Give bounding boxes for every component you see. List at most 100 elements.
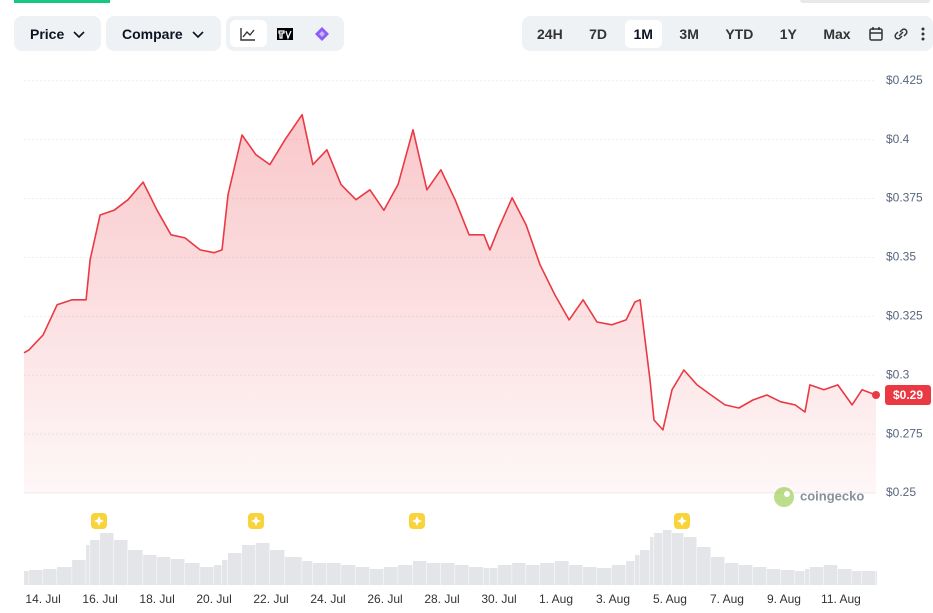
- y-tick-label: $0.275: [886, 426, 923, 440]
- y-tick-label: $0.325: [886, 309, 923, 323]
- volume-bar: [24, 571, 29, 585]
- compare-label: Compare: [122, 25, 183, 42]
- x-tick-label: 9. Aug: [767, 592, 801, 606]
- x-tick-label: 30. Jul: [481, 592, 516, 606]
- volume-bar: [369, 569, 384, 585]
- tradingview-icon[interactable]: [267, 27, 304, 40]
- link-icon[interactable]: [892, 26, 910, 42]
- range-button[interactable]: 3M: [679, 25, 699, 42]
- volume-bar: [795, 571, 805, 585]
- volume-bar: [171, 559, 185, 585]
- top-tab: [800, 0, 930, 3]
- area: [24, 114, 876, 493]
- volume-bar: [72, 560, 86, 585]
- volume-bar: [255, 543, 270, 585]
- volume-bar: [483, 568, 490, 585]
- event-markers: [91, 513, 690, 529]
- volume-bar: [285, 557, 302, 585]
- x-tick-label: 18. Jul: [139, 592, 174, 606]
- line-chart-icon[interactable]: [230, 20, 267, 47]
- x-tick-label: 3. Aug: [596, 592, 630, 606]
- icon: [277, 27, 293, 40]
- range-button[interactable]: 1Y: [779, 25, 797, 42]
- volume-bar: [662, 530, 672, 585]
- volume-bar: [683, 537, 697, 585]
- volume-bar: [780, 570, 795, 585]
- volume-bar: [214, 565, 222, 585]
- volume-bar: [671, 533, 684, 585]
- volume-bar: [805, 569, 810, 585]
- range-button[interactable]: Max: [823, 25, 851, 42]
- range-button[interactable]: 24H: [537, 25, 563, 42]
- volume-bar: [29, 570, 43, 585]
- icon: [314, 26, 329, 41]
- volume-bar: [540, 563, 555, 585]
- chart-type-group: [226, 16, 344, 51]
- volume-bar: [640, 550, 650, 585]
- volume-bar: [650, 537, 654, 585]
- volume-bar: [634, 555, 640, 585]
- chevron: [192, 30, 204, 38]
- tab-indicator: [14, 0, 110, 3]
- volume-bar: [383, 567, 398, 585]
- volume-bar: [128, 550, 143, 585]
- volume-bar: [269, 550, 285, 585]
- volume-bar: [157, 557, 171, 585]
- volume-bar: [302, 561, 313, 585]
- x-tick-label: 20. Jul: [196, 592, 231, 606]
- volume-bar: [455, 565, 469, 585]
- calendar-icon[interactable]: [868, 26, 884, 42]
- volume-bar: [724, 563, 739, 585]
- range-button[interactable]: 1M: [624, 19, 662, 48]
- volume-bar: [512, 563, 526, 585]
- volume-bar: [876, 571, 877, 585]
- volume-bar: [241, 545, 256, 585]
- volume-bar: [57, 567, 72, 585]
- volume-bar: [222, 560, 228, 585]
- volume-bar: [86, 545, 90, 585]
- icon: [240, 27, 256, 41]
- volume-bar: [711, 557, 725, 585]
- chevron: [73, 30, 85, 38]
- volume-bar: [114, 540, 128, 585]
- candle-icon[interactable]: [303, 26, 340, 42]
- volume-bar: [426, 563, 441, 585]
- volume-bar: [412, 561, 427, 585]
- volume-bar: [654, 533, 663, 585]
- volume-bar: [526, 565, 540, 585]
- range-button[interactable]: 7D: [589, 25, 608, 42]
- volume-bar: [326, 563, 341, 585]
- volume-bar: [100, 533, 114, 585]
- watermark: coingecko: [774, 487, 864, 507]
- volume-bar: [569, 565, 583, 585]
- price-label: Price: [30, 25, 65, 42]
- volume-bar: [469, 567, 484, 585]
- x-tick-label: 24. Jul: [310, 592, 345, 606]
- range-button[interactable]: YTD: [725, 25, 754, 42]
- volume-bar: [440, 563, 455, 585]
- volume-bar: [143, 555, 157, 585]
- x-tick-label: 11. Aug: [821, 592, 861, 606]
- price-button[interactable]: Price: [14, 16, 101, 51]
- more-icon[interactable]: [919, 26, 927, 42]
- y-tick-label: $0.425: [886, 73, 923, 87]
- volume-bar: [823, 565, 838, 585]
- range-group: 24H 7D 1M 3M YTD 1Y Max: [522, 16, 933, 51]
- compare-button[interactable]: Compare: [106, 16, 221, 51]
- volume-bar: [852, 571, 862, 585]
- volume-bar: [43, 569, 57, 585]
- x-tick-label: 14. Jul: [25, 592, 60, 606]
- volume-bar: [398, 565, 413, 585]
- volume-bar: [862, 571, 876, 585]
- volume-bar: [697, 547, 711, 585]
- watermark-text: coingecko: [800, 488, 864, 503]
- volume-bar: [597, 568, 612, 585]
- volume-bar: [738, 565, 753, 585]
- volume-bar: [489, 568, 498, 585]
- y-tick-label: $0.375: [886, 191, 923, 205]
- volume-bar: [355, 567, 370, 585]
- y-tick-label: $0.35: [886, 250, 916, 264]
- volume-bar: [809, 567, 824, 585]
- x-tick-label: 1. Aug: [539, 592, 573, 606]
